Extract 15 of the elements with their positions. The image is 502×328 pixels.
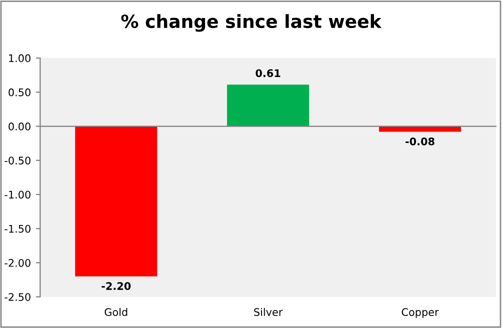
- x-tick-label: Silver: [254, 308, 283, 316]
- x-tick-label: Gold: [104, 308, 128, 316]
- y-tick-label: -1.00: [4, 190, 30, 199]
- y-tick-label: -1.50: [4, 224, 30, 233]
- chart-title: % change since last week: [121, 14, 382, 32]
- data-label: -2.20: [102, 282, 131, 290]
- data-label: -0.08: [406, 137, 434, 146]
- y-tick-label: -2.00: [4, 258, 30, 267]
- y-tick-label: -0.50: [4, 156, 30, 164]
- y-tick-label: 1.00: [9, 54, 30, 62]
- data-label: 0.61: [256, 69, 280, 78]
- y-tick-label: -2.50: [4, 293, 30, 301]
- x-tick-label: Copper: [402, 308, 439, 318]
- y-tick-label: 0.00: [8, 122, 30, 130]
- y-tick-label: 0.50: [8, 88, 30, 96]
